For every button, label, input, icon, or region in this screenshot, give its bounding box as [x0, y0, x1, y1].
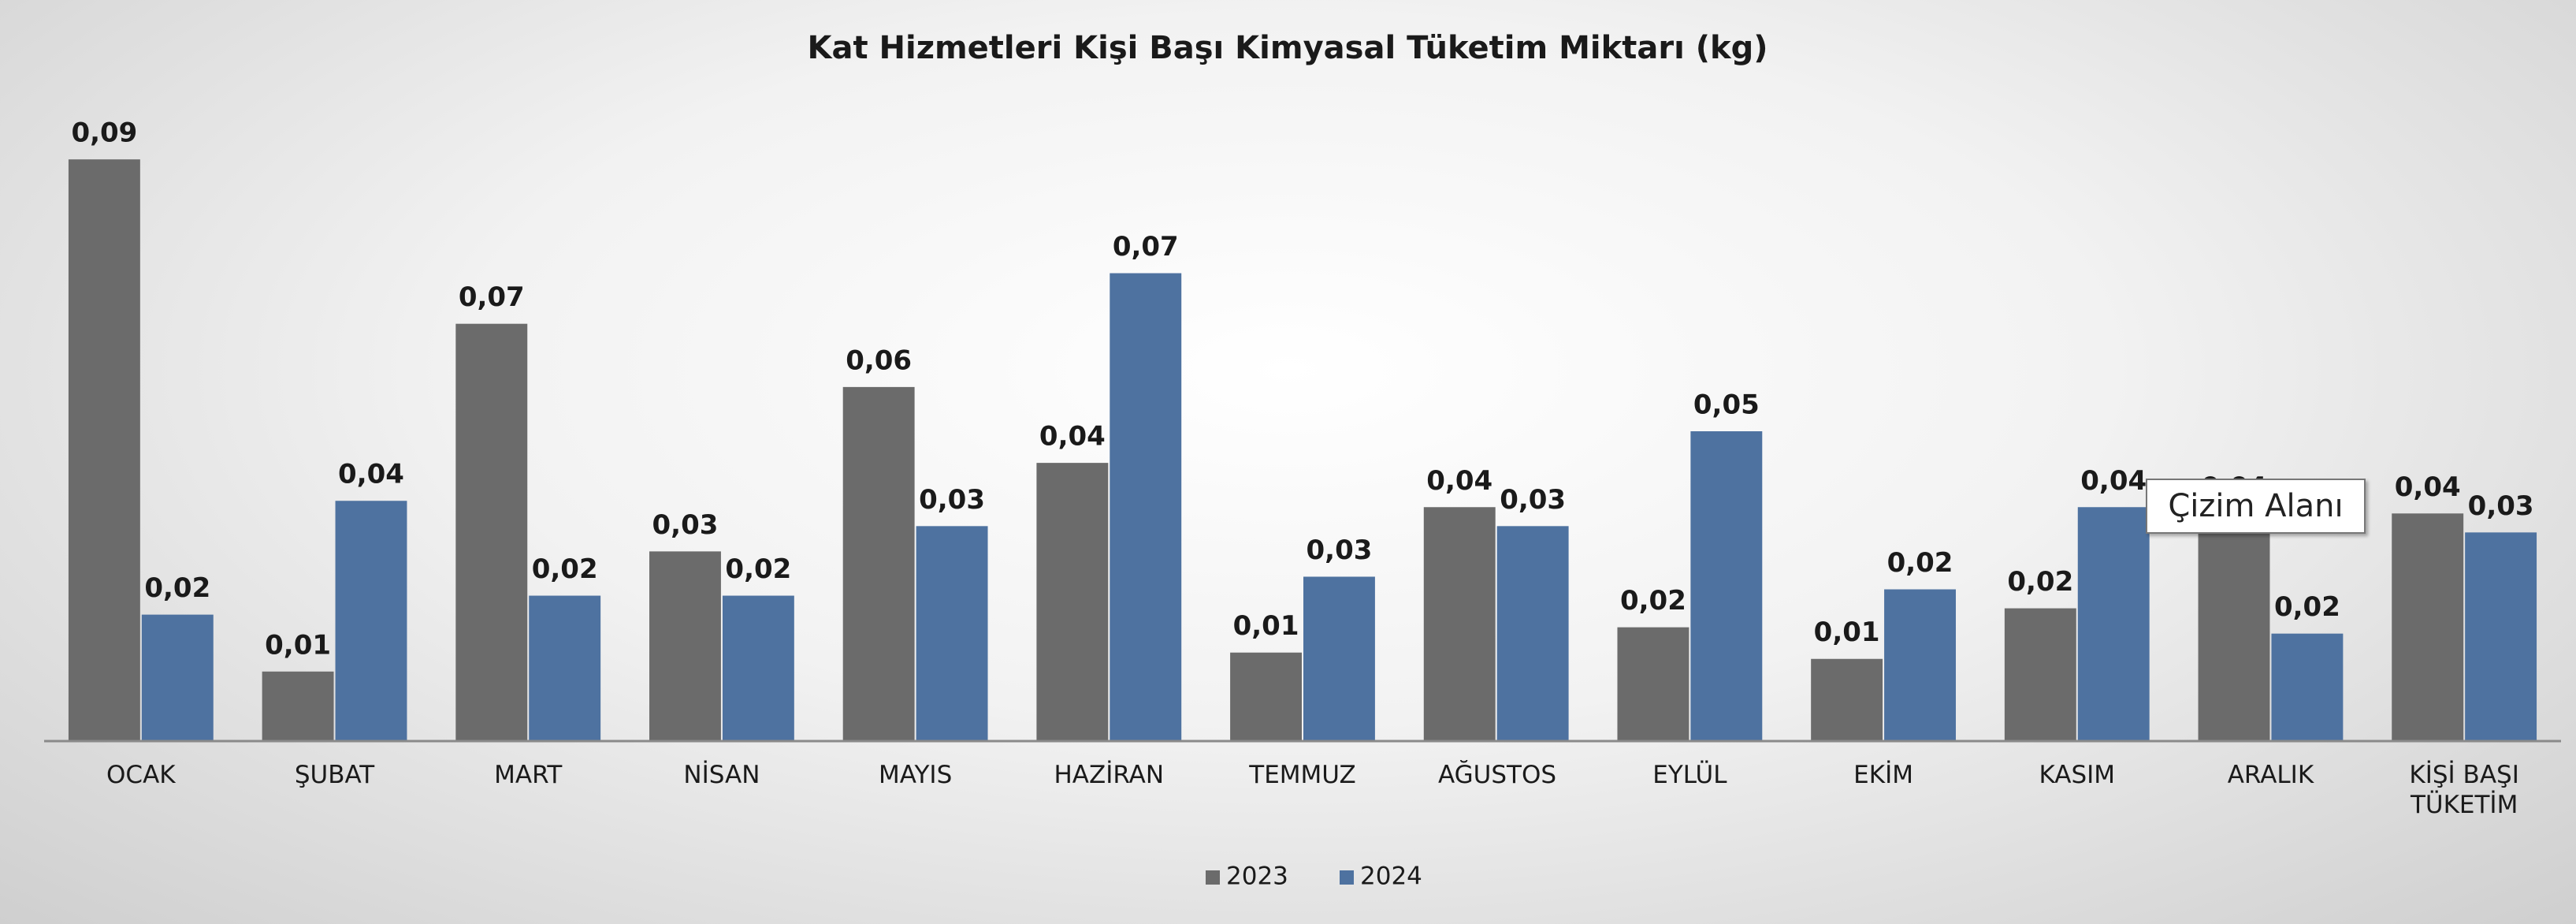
bar — [335, 501, 407, 741]
chart-title: Kat Hizmetleri Kişi Başı Kimyasal Tüketi… — [807, 30, 1768, 66]
legend-swatch — [1340, 870, 1354, 885]
data-label: 0,02 — [2007, 566, 2073, 598]
data-label: 0,07 — [459, 281, 525, 313]
bar — [1036, 463, 1109, 741]
data-label: 0,02 — [1887, 547, 1953, 579]
x-tick-label: ŞUBAT — [294, 761, 375, 789]
data-label: 0,03 — [1500, 484, 1566, 516]
legend-label: 2024 — [1360, 863, 1422, 891]
x-tick-label: KASIM — [2039, 761, 2116, 789]
data-label: 0,05 — [1693, 389, 1760, 421]
x-tick-label: MAYIS — [878, 761, 953, 789]
bar — [2271, 633, 2344, 741]
bar — [141, 614, 214, 741]
data-label: 0,04 — [338, 459, 404, 490]
data-label: 0,03 — [652, 509, 719, 541]
bar — [1230, 652, 1302, 741]
bar — [1690, 431, 1763, 741]
bar — [2004, 608, 2076, 741]
data-label: 0,04 — [2080, 465, 2147, 497]
data-label: 0,02 — [532, 553, 598, 585]
data-label: 0,04 — [1039, 421, 1106, 453]
data-label: 0,03 — [2468, 490, 2534, 522]
data-label: 0,01 — [265, 629, 331, 661]
data-label: 0,03 — [919, 484, 985, 516]
x-tick-label: HAZİRAN — [1054, 761, 1165, 789]
data-label: 0,02 — [144, 572, 210, 604]
bar — [529, 595, 601, 741]
bar — [842, 386, 915, 741]
bar — [1303, 576, 1375, 741]
data-label: 0,01 — [1814, 617, 1880, 648]
bar — [1617, 627, 1689, 741]
bar — [1884, 589, 1956, 741]
data-label: 0,02 — [2274, 591, 2340, 623]
x-tick-label: NİSAN — [683, 761, 760, 789]
bar — [262, 671, 334, 741]
x-tick-label: AĞUSTOS — [1437, 761, 1557, 789]
bar — [68, 159, 140, 741]
x-tick-label: KİŞİ BAŞI TÜKETİM — [2409, 761, 2519, 819]
data-label: 0,04 — [2395, 471, 2461, 503]
bar — [722, 595, 794, 741]
bar — [1110, 273, 1182, 741]
bar — [455, 323, 528, 741]
bar — [1811, 658, 1883, 741]
bar — [2465, 532, 2537, 741]
data-label: 0,09 — [71, 117, 137, 149]
data-label: 0,02 — [725, 553, 791, 585]
legend-label: 2023 — [1226, 863, 1288, 891]
x-tick-label: EYLÜL — [1652, 761, 1727, 789]
x-tick-label: TEMMUZ — [1249, 761, 1356, 789]
legend-swatch — [1206, 870, 1220, 885]
bar — [2077, 507, 2150, 741]
tooltip: Çizim Alanı — [2146, 479, 2366, 534]
data-label: 0,01 — [1233, 610, 1299, 642]
bar — [1496, 526, 1569, 741]
x-tick-label: OCAK — [106, 761, 176, 789]
bar — [1423, 507, 1496, 741]
data-label: 0,06 — [846, 345, 912, 376]
bar — [649, 551, 721, 741]
data-label: 0,03 — [1307, 535, 1373, 566]
data-label: 0,02 — [1620, 585, 1686, 617]
bar — [916, 526, 988, 741]
bar — [2198, 513, 2270, 741]
data-label: 0,07 — [1113, 231, 1179, 263]
x-tick-label: EKİM — [1853, 761, 1913, 789]
x-tick-label: MART — [494, 761, 563, 789]
data-label: 0,04 — [1426, 465, 1492, 497]
x-tick-label: ARALIK — [2227, 761, 2314, 789]
bar — [2392, 513, 2464, 741]
